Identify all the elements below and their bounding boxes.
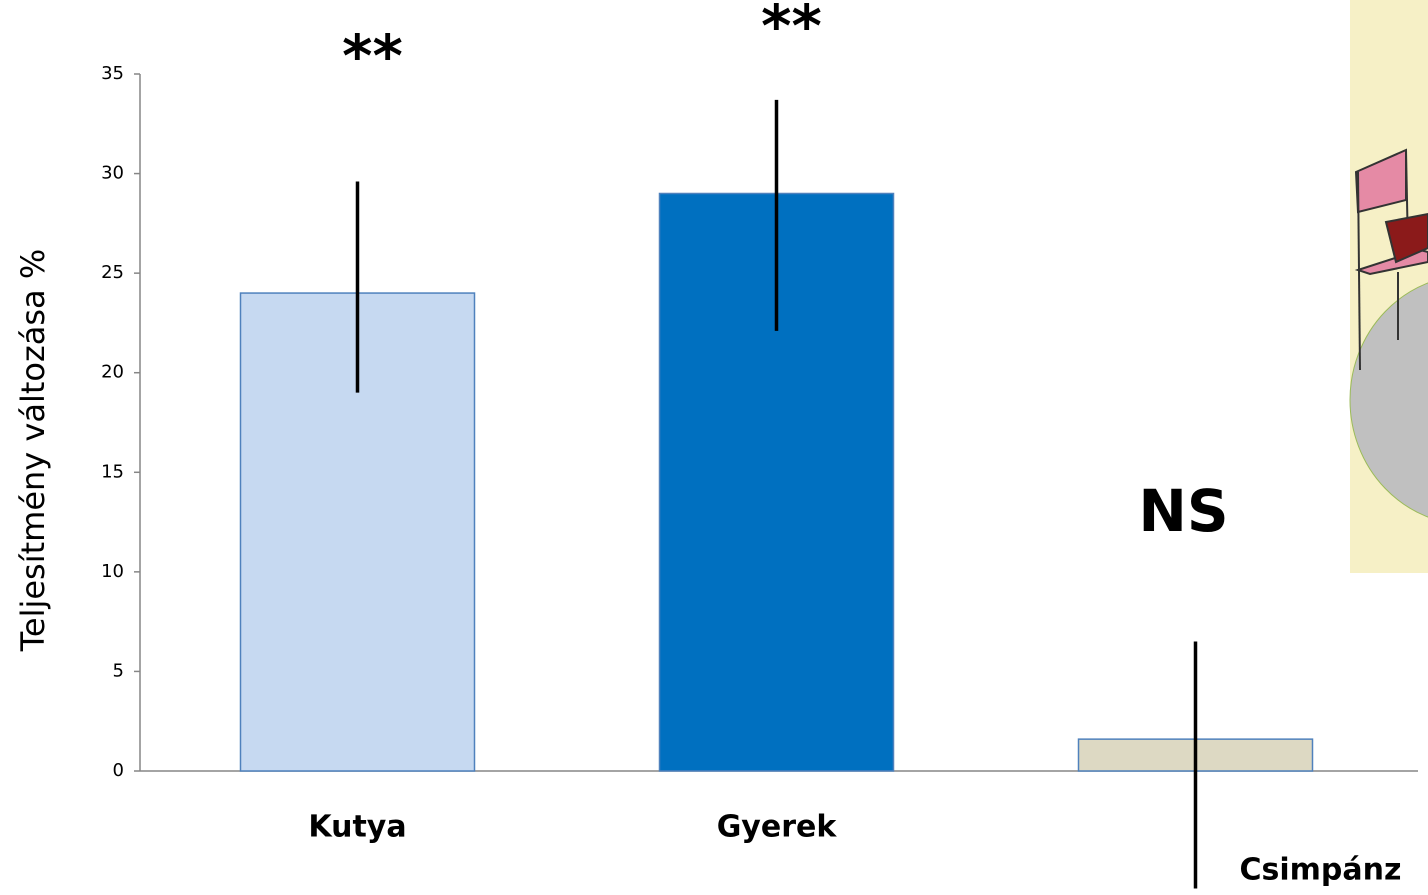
x-tick-label: Csimpánz — [1240, 853, 1402, 888]
y-tick-label: 30 — [101, 163, 124, 184]
y-tick-label: 5 — [113, 660, 124, 681]
y-tick-label: 15 — [101, 461, 124, 482]
y-tick-label: 35 — [101, 63, 124, 84]
y-tick-label: 20 — [101, 362, 124, 383]
x-tick-label: Gyerek — [717, 810, 838, 845]
annotation: ** — [342, 22, 403, 90]
y-tick-label: 25 — [101, 262, 124, 283]
annotation: NS — [1138, 477, 1228, 545]
y-axis-title: Teljesítmény változása % — [14, 249, 52, 652]
x-tick-label: Kutya — [308, 810, 406, 845]
illustration — [1349, 0, 1428, 573]
y-tick-label: 0 — [113, 760, 124, 781]
annotation: ** — [761, 0, 822, 60]
y-tick-label: 10 — [101, 561, 124, 582]
